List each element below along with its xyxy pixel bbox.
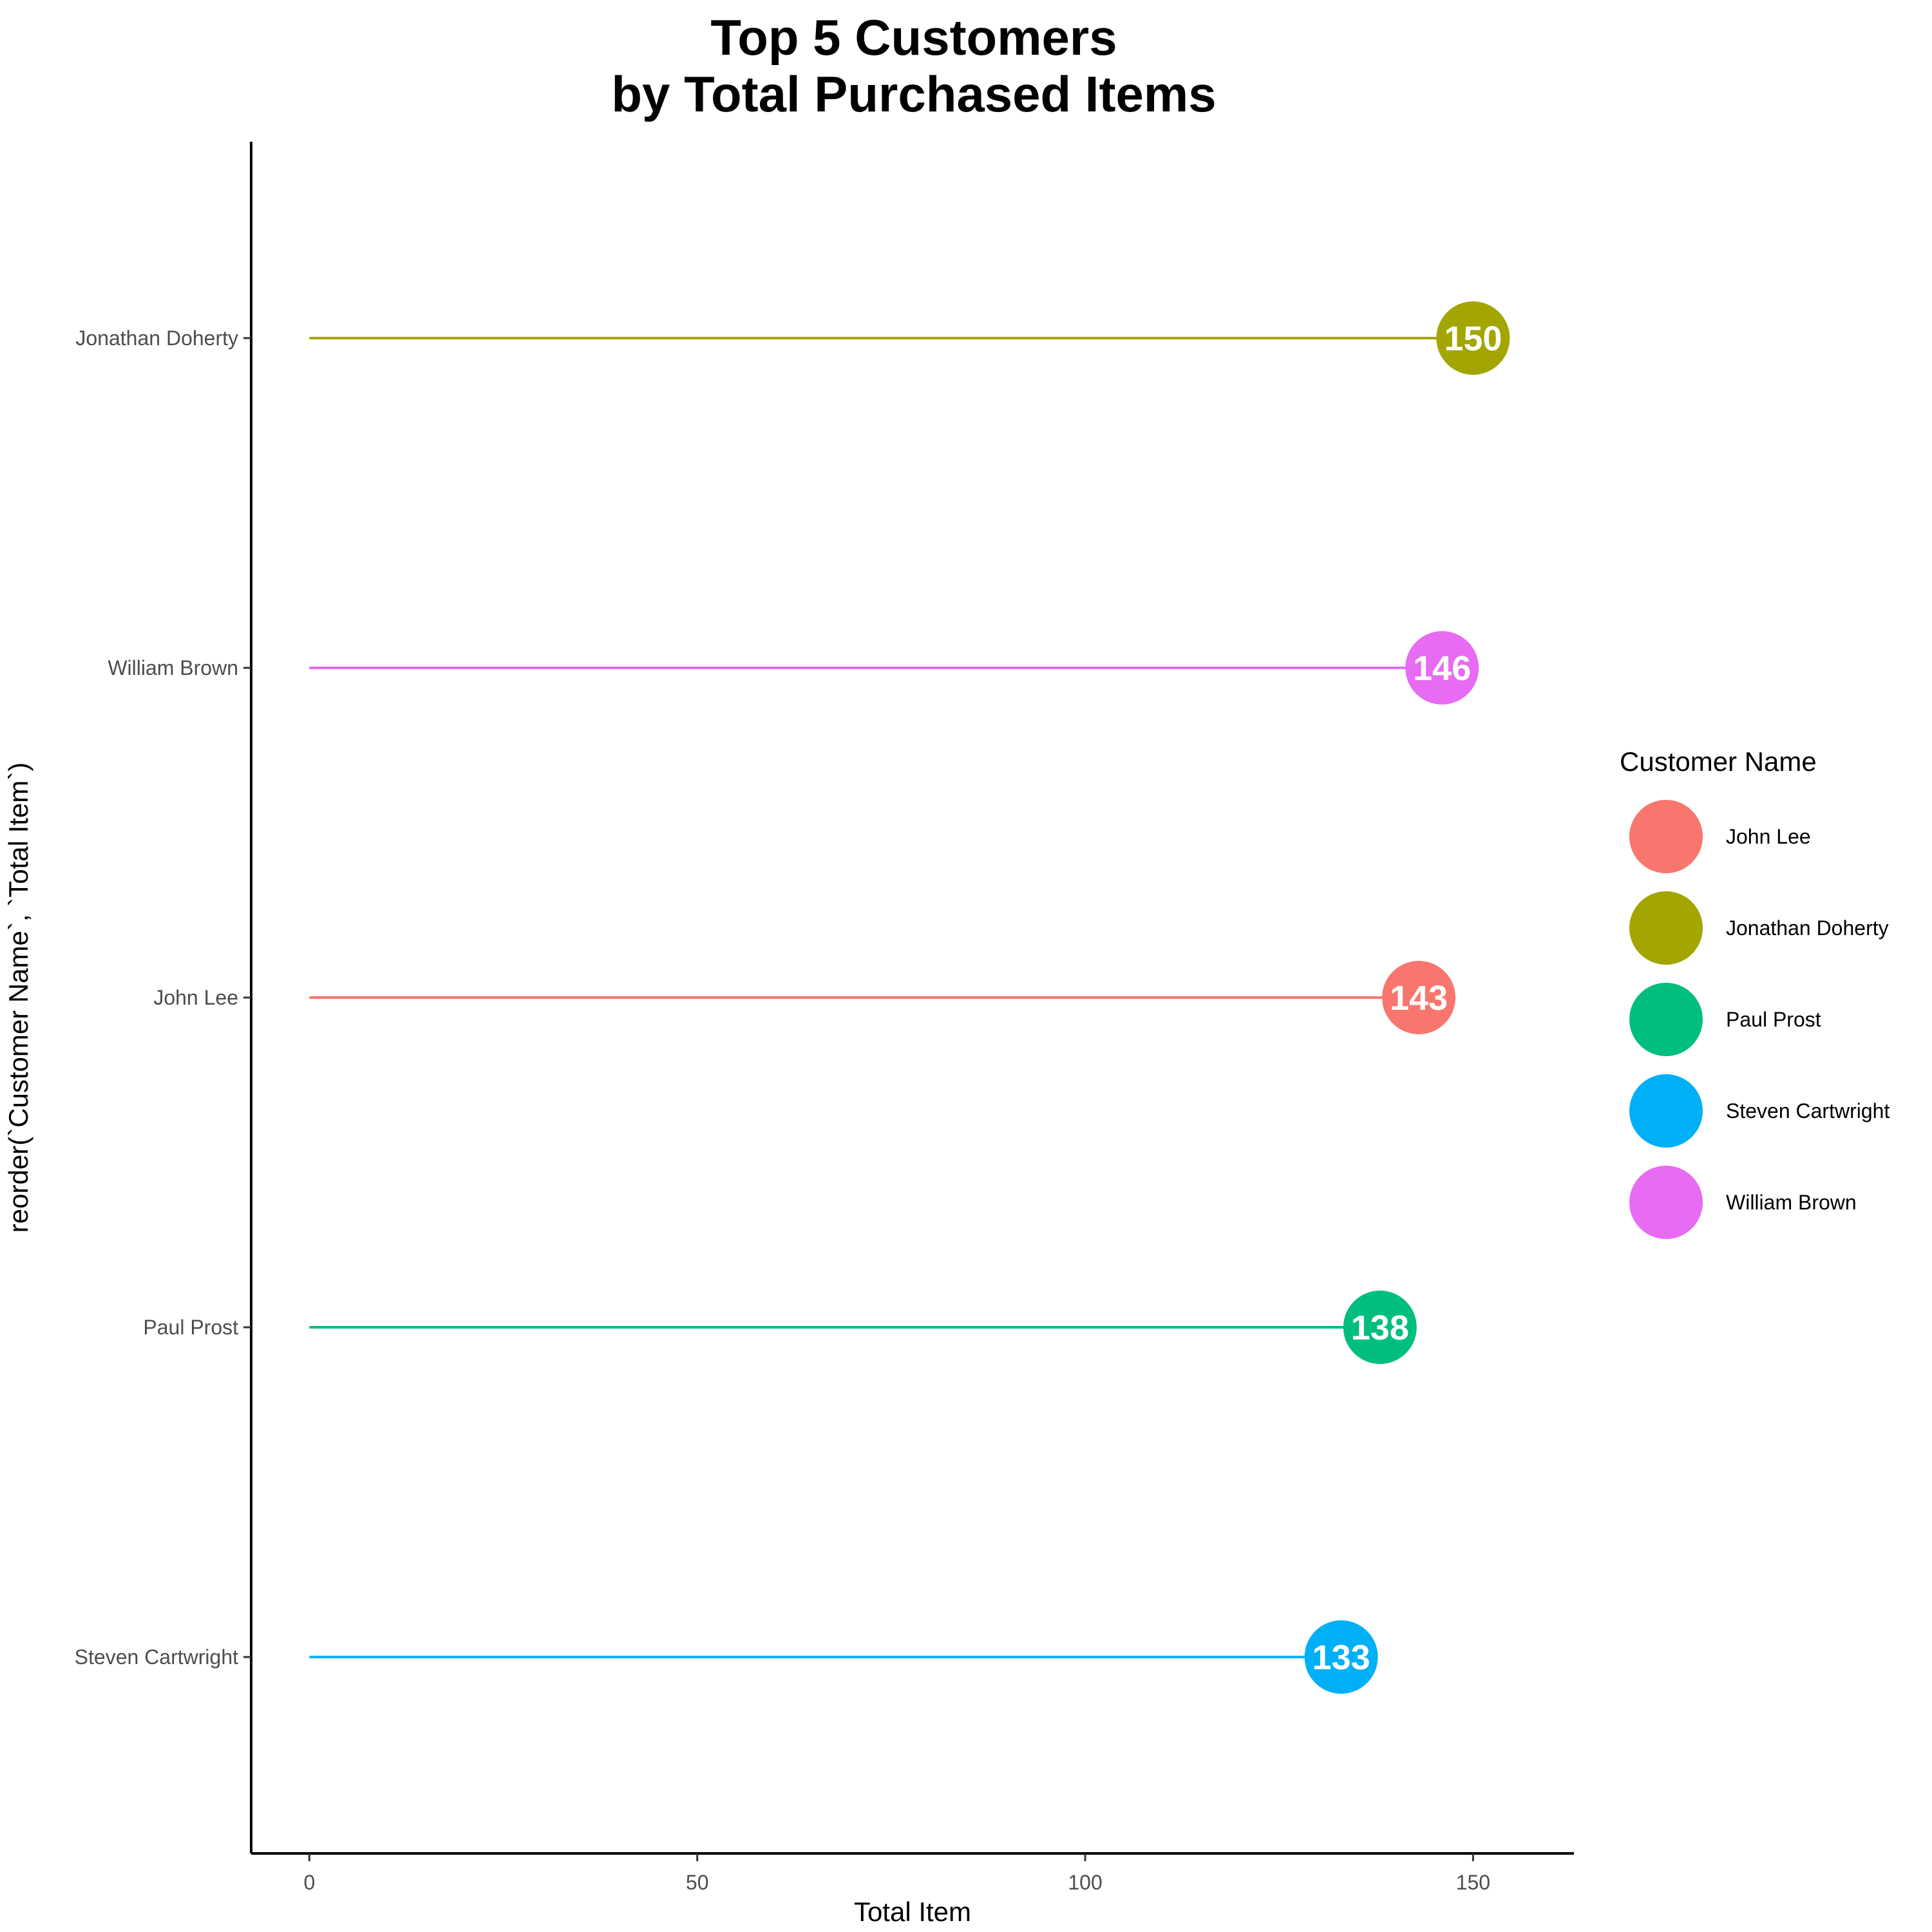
data-label: 146 [1413, 649, 1471, 688]
legend-label: Steven Cartwright [1726, 1099, 1889, 1122]
legend-label: William Brown [1726, 1191, 1857, 1214]
legend-title: Customer Name [1620, 746, 1817, 777]
legend-key [1629, 1074, 1703, 1148]
y-axis-ticks: Jonathan Doherty William Brown John Lee Pau… [75, 327, 251, 1669]
y-axis-title: reorder(`Customer Name`, `Total Item`) [3, 762, 33, 1233]
lollipop-point [1405, 631, 1479, 705]
x-tick-label: 0 [303, 1871, 315, 1894]
lollipop-point [1304, 1620, 1378, 1694]
plot-area: 150 146 143 138 133 [309, 301, 1510, 1694]
x-axis-ticks: 0 50 100 150 [303, 1853, 1490, 1894]
chart-title-line-1: Top 5 Customers [710, 9, 1117, 66]
data-label: 143 [1390, 979, 1448, 1018]
chart-title-line-2: by Total Purchased Items [611, 66, 1216, 122]
lollipop-point [1343, 1291, 1417, 1364]
x-tick-label: 100 [1068, 1871, 1102, 1894]
y-tick-label: Jonathan Doherty [75, 327, 238, 350]
y-tick-label: John Lee [153, 986, 238, 1009]
legend-key [1629, 1166, 1703, 1239]
lollipop-point [1436, 301, 1510, 375]
data-label: 133 [1312, 1638, 1370, 1677]
legend-key [1629, 800, 1703, 873]
y-tick-label: William Brown [108, 656, 238, 679]
y-tick-label: Paul Prost [143, 1316, 238, 1339]
legend-key [1629, 891, 1703, 965]
x-tick-label: 50 [686, 1871, 709, 1894]
data-label: 150 [1444, 319, 1502, 358]
chart-title: Top 5 Customers by Total Purchased Items [611, 9, 1216, 122]
legend-key [1629, 983, 1703, 1056]
x-axis-title: Total Item [854, 1897, 971, 1927]
legend-label: Paul Prost [1726, 1008, 1821, 1031]
legend-label: Jonathan Doherty [1726, 916, 1889, 940]
data-label: 138 [1351, 1309, 1409, 1347]
legend-label: John Lee [1726, 825, 1811, 848]
lollipop-point [1382, 961, 1456, 1034]
legend: Customer Name John Lee Jonathan Doherty Pa… [1620, 746, 1889, 1239]
y-tick-label: Steven Cartwright [75, 1645, 238, 1669]
x-tick-label: 150 [1456, 1871, 1490, 1894]
